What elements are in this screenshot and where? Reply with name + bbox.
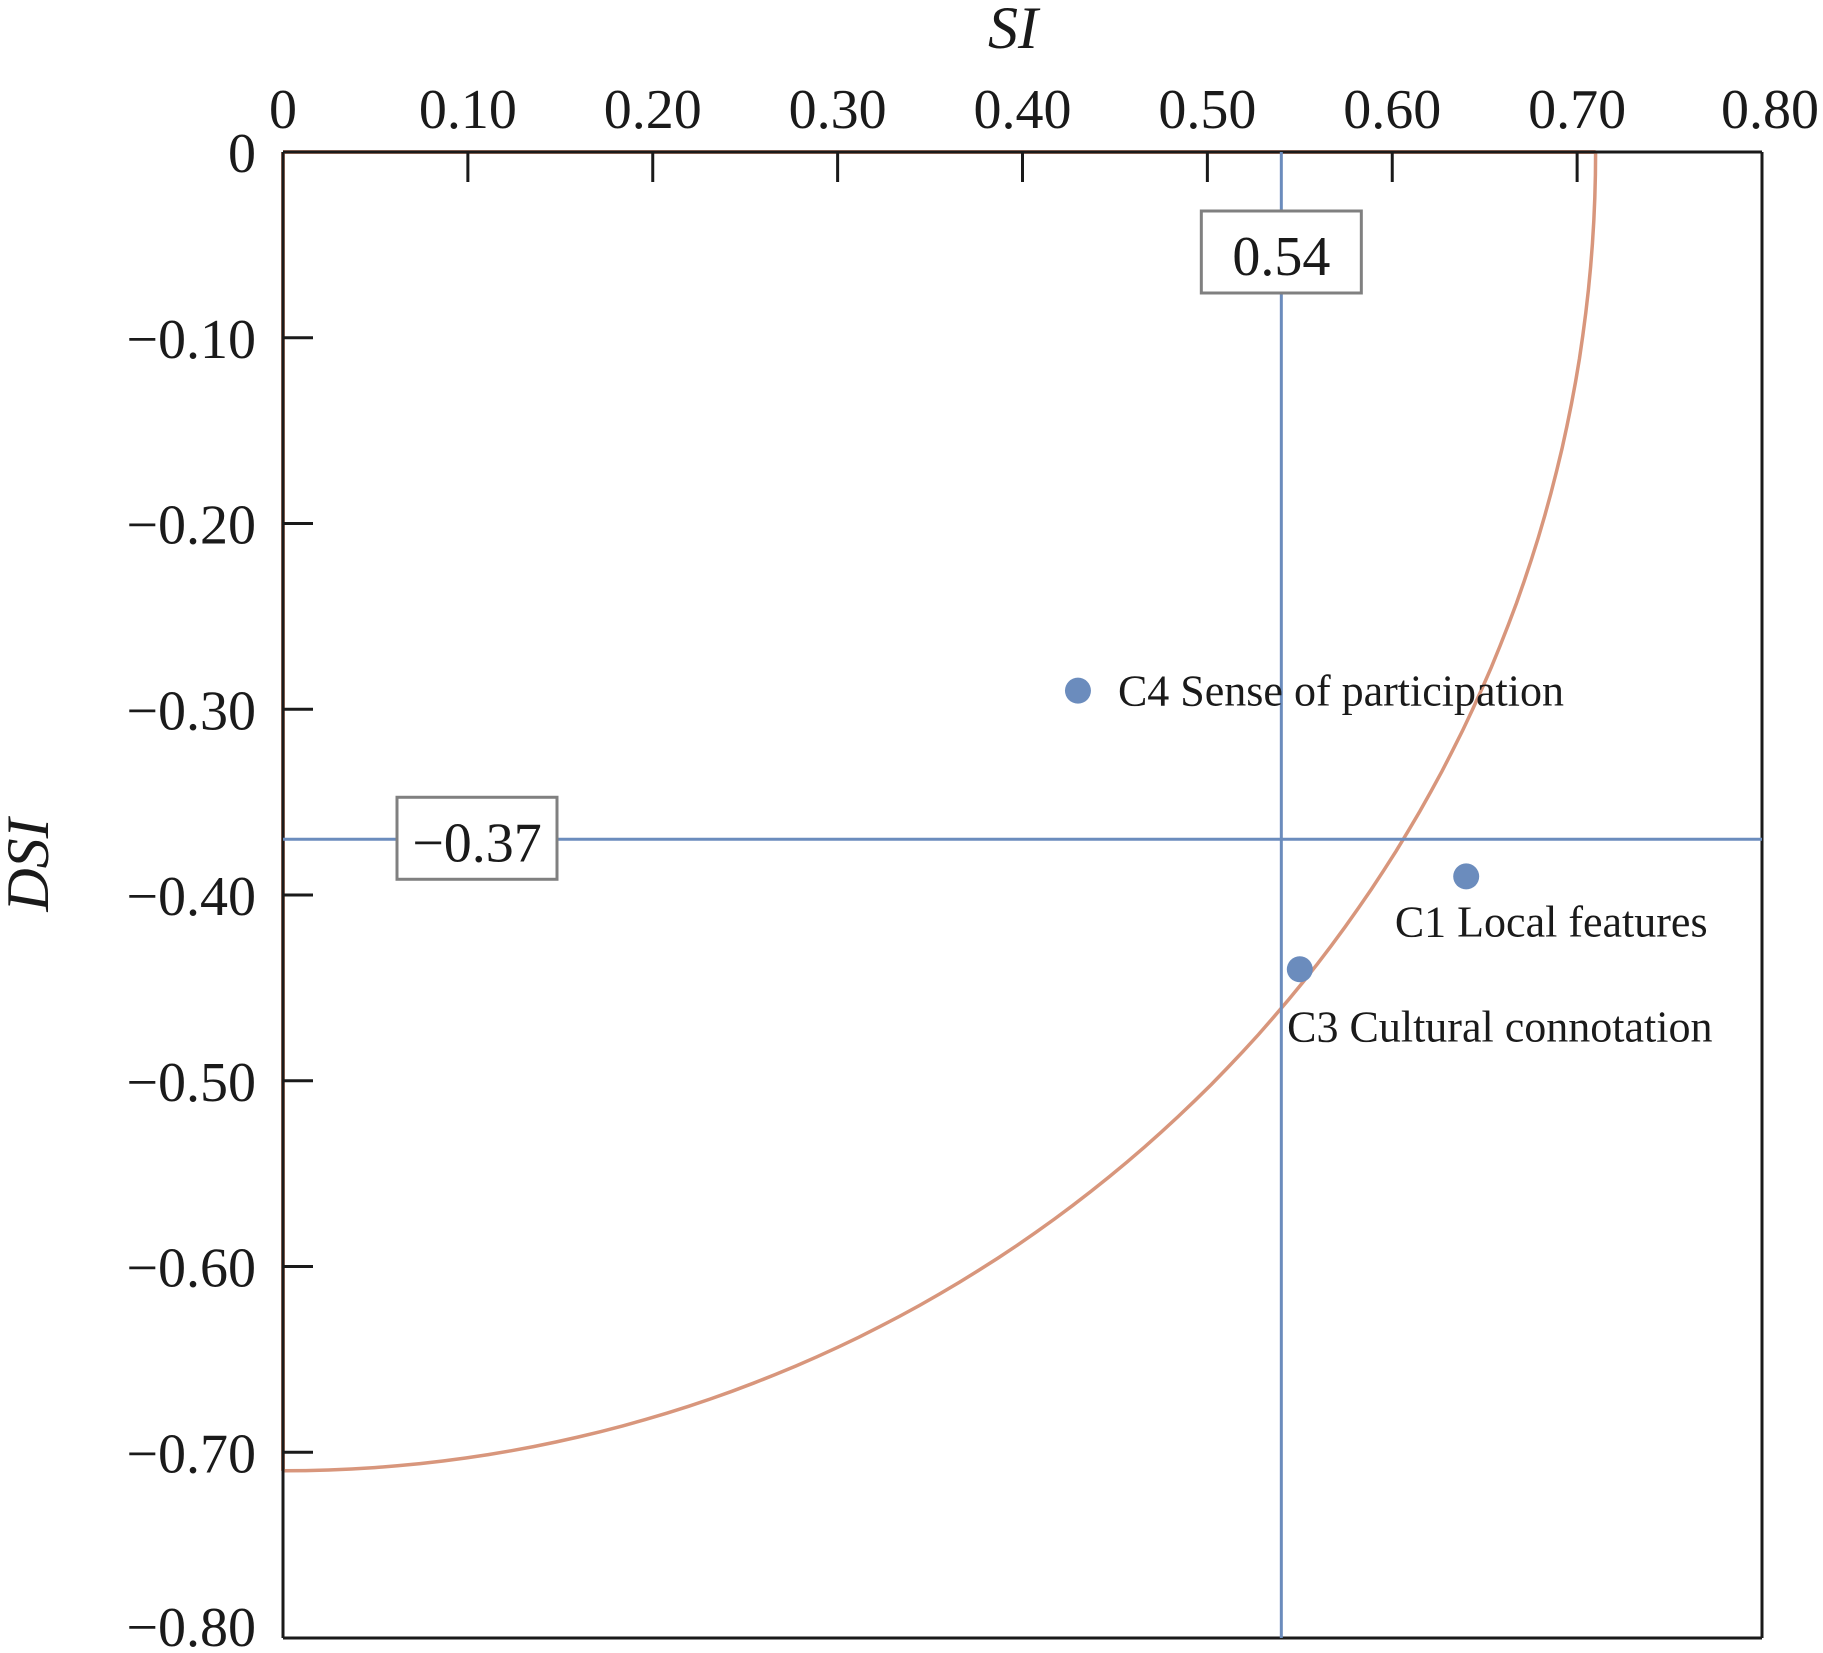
data-point-label: C3 Cultural connotation [1287,1002,1712,1051]
y-tick-label: 0 [228,123,256,185]
data-point [1064,677,1091,704]
x-tick-label: 0.30 [789,79,887,141]
x-tick-label: 0.20 [604,79,702,141]
reference-lines-layer [283,152,1762,1638]
y-tick-label: −0.80 [126,1597,256,1653]
y-tick-label: −0.30 [126,680,256,742]
x-tick-label: 0.40 [974,79,1072,141]
reference-label-horizontal: −0.37 [412,812,542,874]
y-tick-label: −0.20 [126,495,256,557]
y-tick-label: −0.50 [126,1052,256,1114]
data-point [1286,956,1313,983]
x-axis-title: SI [988,0,1041,61]
y-tick-label: −0.70 [126,1423,256,1485]
x-tick-label: 0.80 [1721,79,1819,141]
data-point-label: C1 Local features [1395,897,1708,946]
x-tick-label: 0.70 [1528,79,1626,141]
reference-label-box-vertical [1199,209,1363,295]
data-point-label: C4 Sense of participation [1118,667,1564,716]
y-tick-label: −0.40 [126,866,256,928]
reference-label-vertical: 0.54 [1232,226,1330,288]
y-tick-label: −0.60 [126,1238,256,1300]
axes-layer [281,150,1764,1640]
y-axis-title: DSI [0,815,61,912]
x-tick-label: 0.10 [419,79,517,141]
reference-label-box-horizontal [395,795,559,881]
data-point [1453,863,1480,890]
points-layer [1064,677,1480,983]
x-tick-label: 0 [269,79,297,141]
curve-line [282,151,1598,1473]
x-tick-label: 0.60 [1343,79,1441,141]
x-tick-label: 0.50 [1158,79,1256,141]
y-tick-label: −0.10 [126,309,256,371]
